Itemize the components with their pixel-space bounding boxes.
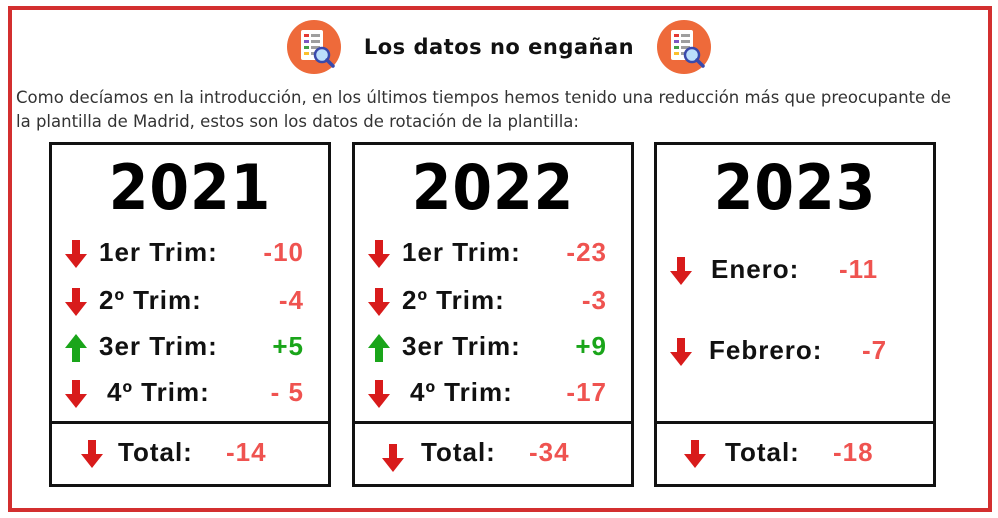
arrow-down-icon <box>368 240 390 268</box>
section-header: Los datos no engañan <box>0 18 998 76</box>
total-label: Total: <box>118 437 193 467</box>
arrow-down-icon <box>670 338 692 366</box>
period-label: 3er Trim: <box>402 331 521 361</box>
period-value: -10 <box>263 237 304 267</box>
period-label: Febrero: <box>709 335 823 365</box>
period-label: 2º Trim: <box>99 285 202 315</box>
arrow-down-icon <box>382 444 404 472</box>
period-value: -3 <box>581 285 607 315</box>
arrow-down-icon <box>684 440 706 468</box>
period-row: Enero: -11 <box>657 250 933 290</box>
period-row: 2º Trim: -3 <box>355 281 631 321</box>
arrow-up-icon <box>65 334 87 362</box>
section-title: Los datos no engañan <box>363 35 635 59</box>
period-value: - 5 <box>270 377 304 407</box>
intro-paragraph: Como decíamos en la introducción, en los… <box>16 88 952 131</box>
period-label: 3er Trim: <box>99 331 218 361</box>
period-label: 2º Trim: <box>402 285 505 315</box>
period-value: +5 <box>272 331 304 361</box>
arrow-down-icon <box>81 440 103 468</box>
document-search-icon <box>286 20 341 74</box>
total-value: -18 <box>833 437 874 467</box>
total-row: Total: -18 <box>657 433 933 473</box>
arrow-down-icon <box>670 257 692 285</box>
total-row: Total: -14 <box>52 433 328 473</box>
period-row: 4º Trim: - 5 <box>52 373 328 413</box>
year-heading: 2021 <box>108 151 272 224</box>
total-label: Total: <box>725 437 800 467</box>
period-label: 4º Trim: <box>410 377 513 407</box>
period-row: 2º Trim: -4 <box>52 281 328 321</box>
year-card-2023: 2023 Enero: -11 Febrero: -7 Total: -18 <box>654 142 936 487</box>
period-value: -11 <box>839 254 879 284</box>
period-row: 3er Trim: +9 <box>355 327 631 367</box>
total-divider <box>355 421 631 424</box>
period-label: 1er Trim: <box>402 237 521 267</box>
period-row: 4º Trim: -17 <box>355 373 631 413</box>
period-row: 3er Trim: +5 <box>52 327 328 367</box>
document-search-icon <box>657 20 712 74</box>
total-row: Total: -34 <box>355 433 631 473</box>
period-row: 1er Trim: -23 <box>355 233 631 273</box>
total-value: -34 <box>529 437 570 467</box>
period-label: 4º Trim: <box>107 377 210 407</box>
period-row: 1er Trim: -10 <box>52 233 328 273</box>
period-value: -4 <box>278 285 304 315</box>
arrow-down-icon <box>368 380 390 408</box>
total-divider <box>52 421 328 424</box>
arrow-down-icon <box>65 380 87 408</box>
total-divider <box>657 421 933 424</box>
arrow-up-icon <box>368 334 390 362</box>
period-value: -7 <box>862 335 888 365</box>
period-label: Enero: <box>711 254 800 284</box>
year-heading: 2022 <box>411 151 575 224</box>
arrow-down-icon <box>368 288 390 316</box>
period-label: 1er Trim: <box>99 237 218 267</box>
period-row: Febrero: -7 <box>657 331 933 371</box>
arrow-down-icon <box>65 240 87 268</box>
year-card-2022: 2022 1er Trim: -23 2º Trim: -3 3er Trim: +9 4º … <box>352 142 634 487</box>
year-card-2021: 2021 1er Trim: -10 2º Trim: -4 3er Trim: +5 4º … <box>49 142 331 487</box>
content-frame <box>8 6 992 512</box>
year-heading: 2023 <box>713 151 877 224</box>
period-value: +9 <box>575 331 607 361</box>
period-value: -23 <box>566 237 607 267</box>
total-label: Total: <box>421 437 496 467</box>
period-value: -17 <box>566 377 607 407</box>
arrow-down-icon <box>65 288 87 316</box>
total-value: -14 <box>226 437 267 467</box>
